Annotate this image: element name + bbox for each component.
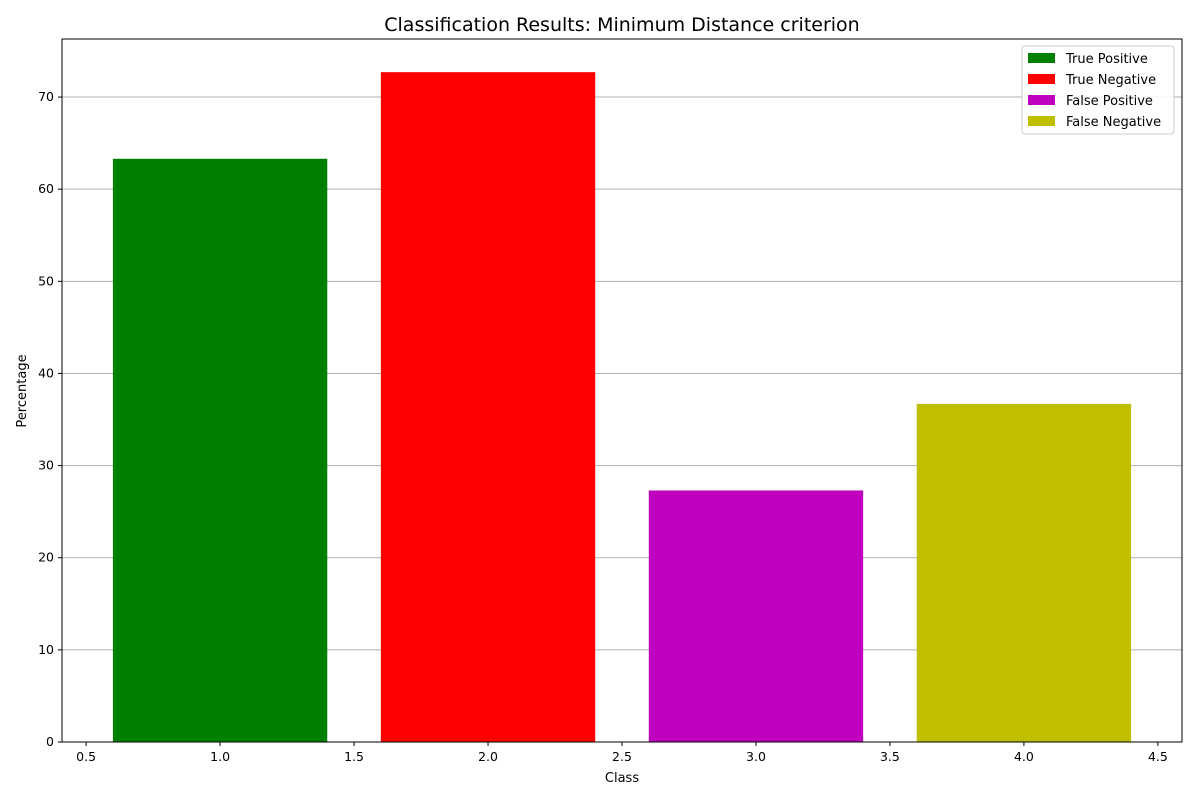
- legend-swatch: [1028, 74, 1055, 84]
- x-axis-ticks: 0.5 1.0 1.5 2.0 2.5 3.0 3.5 4.0 4.5: [76, 742, 1168, 764]
- legend-swatch: [1028, 53, 1055, 63]
- legend-label: False Negative: [1066, 115, 1161, 130]
- chart-title: Classification Results: Minimum Distance…: [384, 14, 859, 36]
- y-tick-label: 20: [38, 550, 54, 565]
- x-tick-label: 0.5: [76, 749, 96, 764]
- x-tick-label: 4.0: [1014, 749, 1034, 764]
- y-tick-label: 10: [38, 642, 54, 657]
- legend-label: False Positive: [1066, 94, 1153, 109]
- bars: [112, 72, 1132, 742]
- bar: [380, 72, 596, 742]
- x-tick-label: 2.0: [478, 749, 498, 764]
- y-axis-label: Percentage: [15, 354, 30, 427]
- x-tick-label: 2.5: [612, 749, 632, 764]
- y-tick-label: 50: [38, 273, 54, 288]
- y-tick-label: 70: [38, 89, 54, 104]
- legend-frame: [1021, 45, 1175, 135]
- y-tick-label: 30: [38, 458, 54, 473]
- legend-swatch: [1028, 116, 1055, 126]
- y-axis-ticks: 0 10 20 30 40 50 60 70: [38, 89, 62, 749]
- legend-label: True Positive: [1065, 52, 1148, 67]
- x-tick-label: 3.5: [880, 749, 900, 764]
- bar: [112, 158, 328, 742]
- y-tick-label: 40: [38, 365, 54, 380]
- y-tick-label: 0: [46, 734, 54, 749]
- legend-swatch: [1028, 95, 1055, 105]
- x-tick-label: 1.5: [344, 749, 364, 764]
- x-tick-label: 1.0: [210, 749, 230, 764]
- legend-label: True Negative: [1065, 73, 1156, 88]
- bar: [916, 403, 1132, 742]
- bar: [648, 490, 864, 742]
- legend: True Positive True Negative False Positive…: [1021, 45, 1175, 135]
- x-axis-label: Class: [605, 771, 639, 786]
- x-tick-label: 4.5: [1148, 749, 1168, 764]
- y-tick-label: 60: [38, 181, 54, 196]
- x-tick-label: 3.0: [746, 749, 766, 764]
